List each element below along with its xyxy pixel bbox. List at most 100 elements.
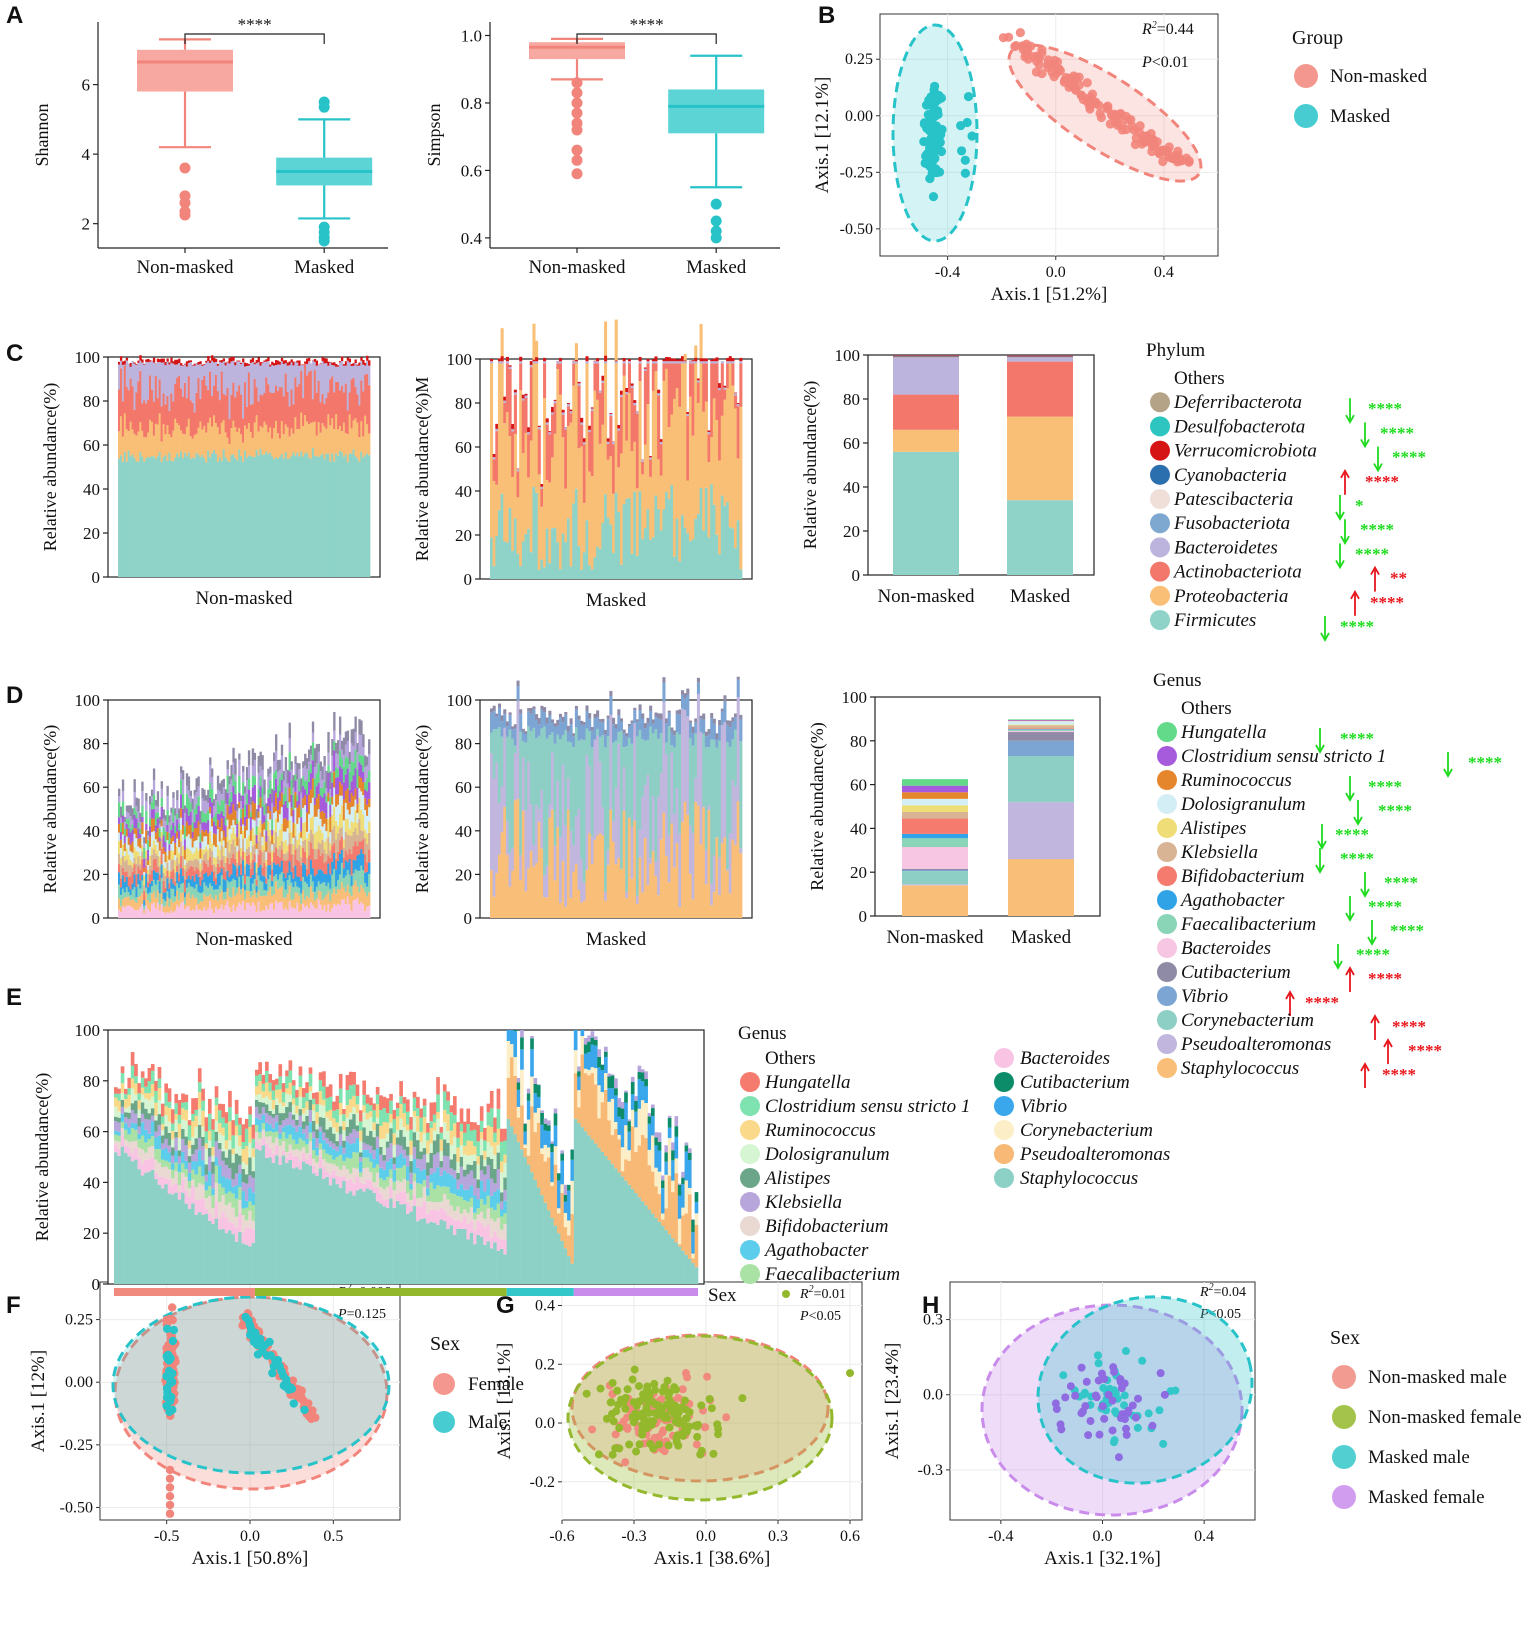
r2-label: R2=0.01 (799, 1284, 846, 1302)
sample-bar-segment (187, 790, 191, 799)
sample-bar-segment (535, 719, 539, 739)
sample-bar-segment (340, 784, 344, 796)
sample-bar-segment (654, 356, 658, 362)
point-nm-female (608, 1450, 617, 1459)
sample-bar-segment (181, 825, 185, 835)
sample-bar-segment (333, 392, 336, 430)
sample-bar-segment (519, 855, 523, 881)
sample-bar-segment (245, 457, 249, 577)
sample-bar-segment (212, 913, 216, 918)
sample-bar-segment (651, 719, 655, 724)
sample-bar-segment (241, 1191, 246, 1209)
sample-bar-segment (180, 841, 183, 857)
sample-bar-segment (696, 380, 700, 383)
sample-bar-segment (156, 424, 160, 457)
sample-bar-segment (596, 546, 600, 579)
sample-bar-segment (490, 363, 494, 538)
sample-bar-segment (282, 780, 286, 795)
sample-bar-segment (226, 819, 229, 827)
sample-bar-segment (556, 827, 560, 918)
sample-bar-segment (712, 718, 716, 724)
sample-bar-segment (335, 905, 338, 918)
sample-bar-segment (686, 533, 690, 579)
sample-bar-segment (130, 1122, 135, 1129)
sample-bar-segment (253, 784, 257, 804)
sample-bar-segment (152, 401, 156, 436)
sample-bar-segment (164, 901, 167, 906)
sample-bar-segment (294, 764, 297, 775)
sample-bar-segment (596, 363, 600, 400)
sample-bar-segment (529, 361, 533, 365)
sample-bar-segment (121, 364, 125, 402)
sample-bar-segment (309, 422, 313, 459)
sample-bar-segment (625, 733, 629, 737)
sample-bar-segment (145, 361, 148, 404)
sample-bar-segment (244, 1220, 249, 1228)
sample-bar-segment (158, 841, 162, 851)
y-tick-label: 0 (464, 570, 473, 589)
sample-bar-segment (704, 731, 708, 737)
sample-bar-segment (212, 415, 216, 451)
sample-bar-segment (255, 450, 258, 577)
sample-bar-segment (131, 907, 134, 918)
sample-bar-segment (346, 834, 350, 855)
sample-bar-segment (333, 461, 336, 577)
sample-bar-segment (232, 904, 235, 918)
sample-bar-segment (635, 555, 639, 579)
sample-bar-segment (216, 909, 220, 918)
sample-bar-segment (490, 753, 494, 871)
sample-bar-segment (344, 774, 348, 791)
sample-bar-segment (160, 1124, 165, 1131)
sample-bar-segment (174, 885, 177, 897)
sample-bar-segment (149, 817, 152, 827)
sample-bar-segment (315, 763, 319, 774)
sample-bar-segment (231, 1193, 236, 1208)
sample-bar-segment (329, 911, 332, 918)
point-m-female (1109, 1363, 1118, 1372)
sample-bar-segment (364, 755, 367, 768)
sample-bar-segment (174, 359, 177, 365)
sample-bar-segment (651, 723, 655, 734)
sample-bar-segment (340, 849, 344, 863)
sample-bar-segment (180, 903, 183, 918)
sample-bar-segment (331, 796, 334, 805)
sample-bar-segment (317, 849, 320, 870)
sample-bar-segment (731, 528, 735, 579)
sample-bar-segment (205, 800, 208, 814)
sample-bar-segment (216, 844, 220, 857)
sample-bar-segment (601, 735, 605, 808)
sample-bar-segment (344, 802, 348, 820)
sample-bar-segment (242, 830, 245, 839)
sample-bar-segment (160, 441, 163, 462)
sample-bar-segment (313, 358, 317, 362)
sample-bar-segment (288, 844, 291, 862)
sample-bar-segment (707, 734, 711, 748)
sample-bar-segment (281, 1127, 286, 1133)
sample-bar-segment (276, 360, 280, 365)
sample-bar-segment (290, 843, 293, 855)
sample-bar-segment (129, 827, 132, 833)
sample-bar-segment (537, 718, 541, 725)
sample-bar-segment (673, 867, 677, 918)
sample-bar-segment (269, 853, 272, 866)
sample-bar-segment (203, 821, 206, 832)
sample-bar-segment (694, 718, 698, 723)
sample-bar-segment (360, 901, 363, 918)
sample-bar-segment (699, 361, 703, 364)
sample-bar-segment (143, 400, 146, 438)
sample-bar-segment (228, 907, 231, 918)
sample-bar-segment (302, 807, 305, 823)
sample-bar-segment (141, 805, 144, 817)
sample-bar-segment (162, 393, 165, 425)
sample-bar-segment (265, 803, 268, 814)
sample-bar-segment (242, 782, 245, 796)
sample-bar-segment (265, 424, 268, 452)
y-tick-label: 20 (83, 1224, 100, 1243)
point-nm-female (594, 1450, 603, 1459)
point-nm-female (649, 1444, 658, 1453)
sample-bar-segment (207, 422, 210, 451)
sample-bar-segment (249, 816, 253, 831)
sample-bar-segment (140, 1135, 145, 1150)
sample-bar-segment (144, 1142, 148, 1153)
sample-bar-segment (244, 425, 247, 451)
